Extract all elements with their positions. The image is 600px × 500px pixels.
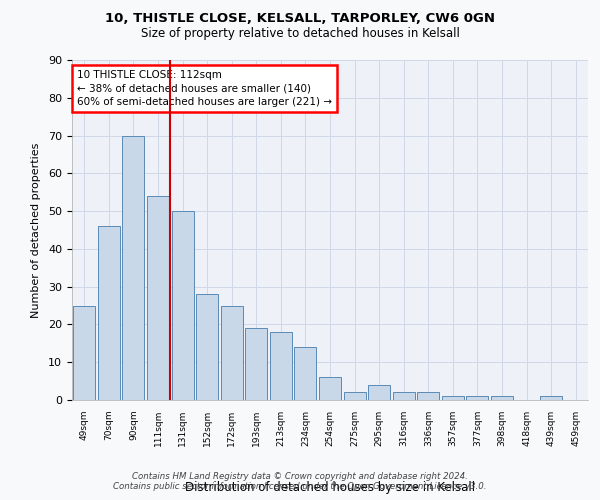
- Bar: [270, 332, 292, 400]
- Text: 10 THISTLE CLOSE: 112sqm
← 38% of detached houses are smaller (140)
60% of semi-: 10 THISTLE CLOSE: 112sqm ← 38% of detach…: [77, 70, 332, 106]
- Bar: [122, 136, 145, 400]
- Text: 10, THISTLE CLOSE, KELSALL, TARPORLEY, CW6 0GN: 10, THISTLE CLOSE, KELSALL, TARPORLEY, C…: [105, 12, 495, 26]
- Bar: [466, 396, 488, 400]
- Bar: [491, 396, 513, 400]
- Bar: [417, 392, 439, 400]
- Bar: [172, 211, 194, 400]
- Bar: [344, 392, 365, 400]
- Bar: [392, 392, 415, 400]
- X-axis label: Distribution of detached houses by size in Kelsall: Distribution of detached houses by size …: [185, 481, 475, 494]
- Bar: [73, 306, 95, 400]
- Bar: [540, 396, 562, 400]
- Bar: [245, 328, 268, 400]
- Text: Size of property relative to detached houses in Kelsall: Size of property relative to detached ho…: [140, 28, 460, 40]
- Bar: [147, 196, 169, 400]
- Bar: [368, 385, 390, 400]
- Bar: [442, 396, 464, 400]
- Bar: [319, 378, 341, 400]
- Bar: [221, 306, 243, 400]
- Bar: [98, 226, 120, 400]
- Y-axis label: Number of detached properties: Number of detached properties: [31, 142, 41, 318]
- Text: Contains HM Land Registry data © Crown copyright and database right 2024.
Contai: Contains HM Land Registry data © Crown c…: [113, 472, 487, 491]
- Bar: [196, 294, 218, 400]
- Bar: [295, 347, 316, 400]
